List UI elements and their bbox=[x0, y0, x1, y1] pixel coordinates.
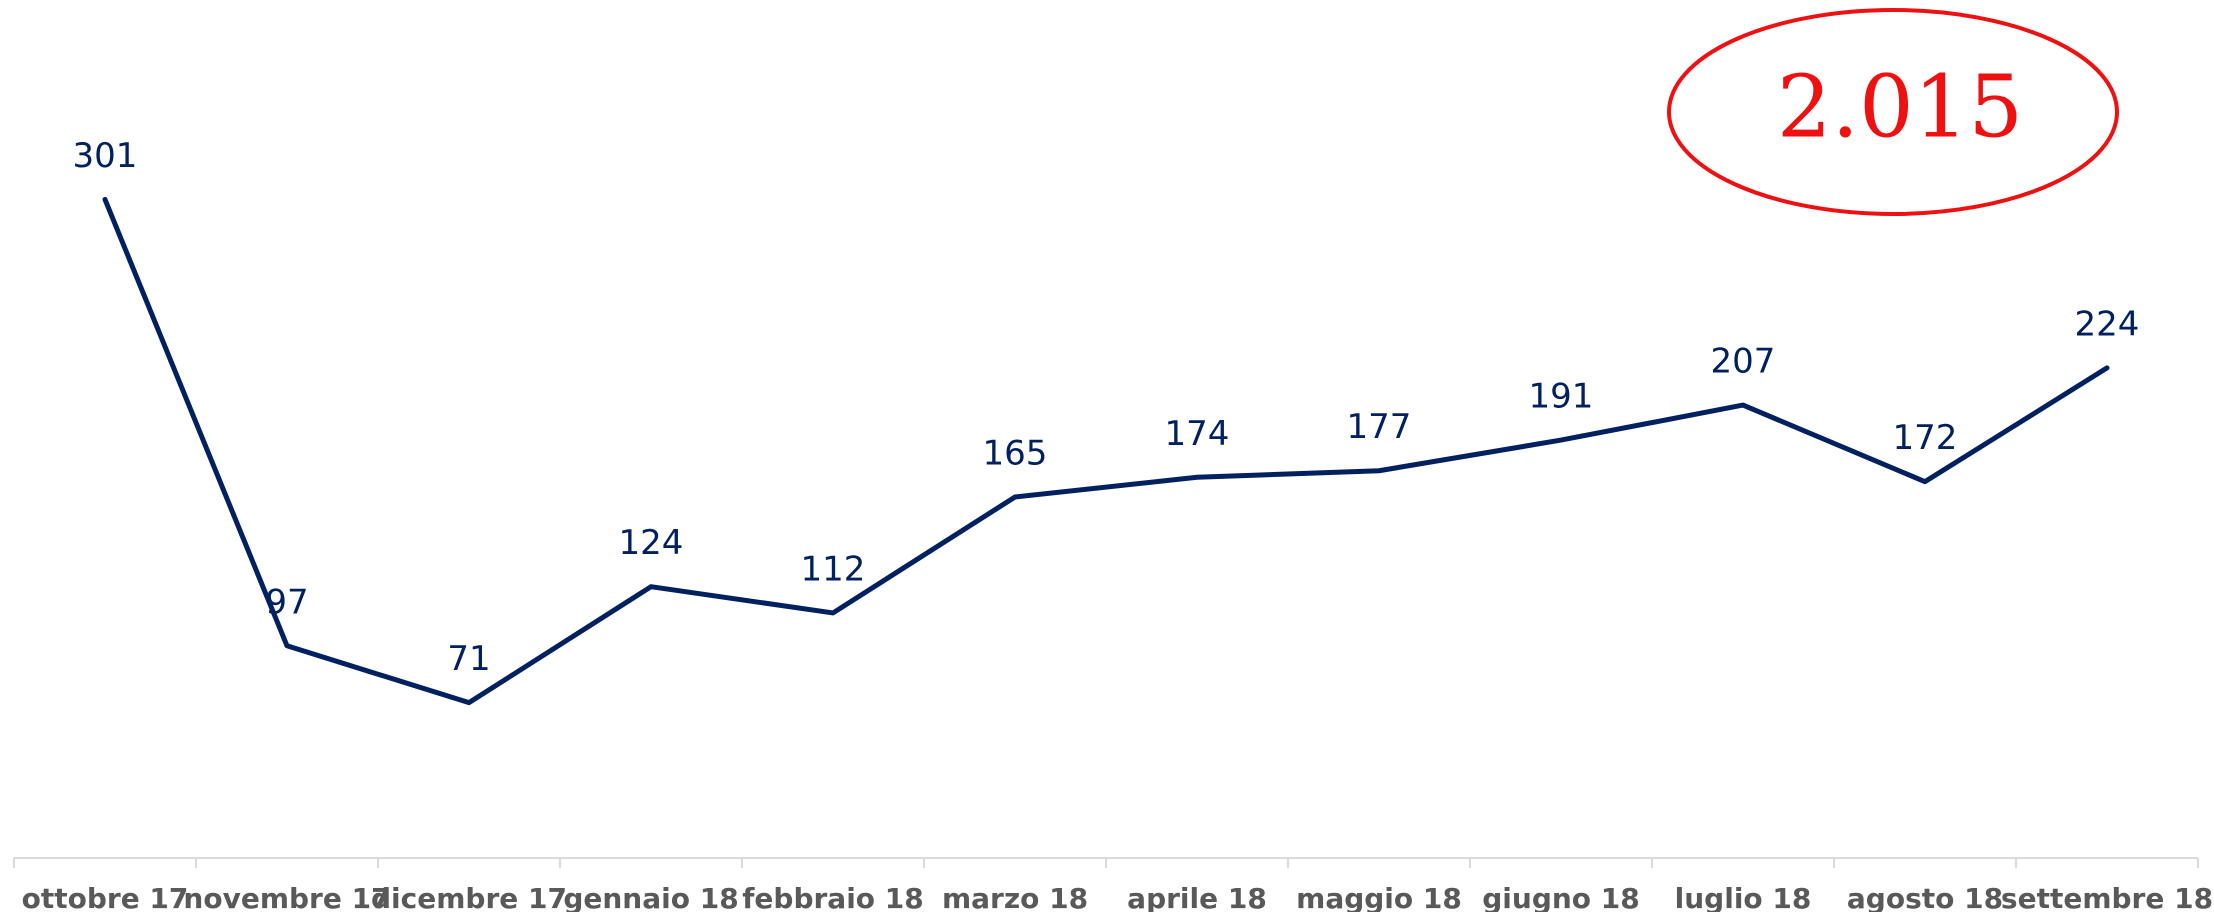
x-tick-label: maggio 18 bbox=[1296, 882, 1462, 912]
data-label: 112 bbox=[801, 549, 866, 589]
x-tick-label: settembre 18 bbox=[2001, 882, 2213, 912]
x-tick-label: gennaio 18 bbox=[563, 882, 738, 912]
data-label: 301 bbox=[73, 136, 138, 176]
x-tick-label: giugno 18 bbox=[1482, 882, 1640, 912]
x-tick-label: dicembre 17 bbox=[371, 882, 567, 912]
data-label: 71 bbox=[447, 639, 490, 679]
data-label: 177 bbox=[1347, 407, 1412, 447]
data-label: 191 bbox=[1529, 377, 1594, 417]
data-label: 97 bbox=[265, 582, 308, 622]
data-label: 207 bbox=[1711, 342, 1776, 382]
x-tick-label: febbraio 18 bbox=[742, 882, 924, 912]
x-tick-label: luglio 18 bbox=[1675, 882, 1812, 912]
x-tick-label: agosto 18 bbox=[1847, 882, 2003, 912]
total-annotation: 2.015 bbox=[1777, 58, 2023, 158]
data-label: 165 bbox=[983, 433, 1048, 473]
data-label: 174 bbox=[1165, 414, 1230, 454]
data-label: 172 bbox=[1893, 418, 1958, 458]
annotation-ellipse bbox=[1667, 8, 2119, 216]
data-label: 124 bbox=[619, 523, 684, 563]
x-tick-label: novembre 17 bbox=[183, 882, 390, 912]
data-label: 224 bbox=[2075, 304, 2140, 344]
x-tick-label: marzo 18 bbox=[942, 882, 1088, 912]
x-tick-label: aprile 18 bbox=[1127, 882, 1267, 912]
x-tick-label: ottobre 17 bbox=[22, 882, 189, 912]
data-line bbox=[102, 196, 2110, 706]
